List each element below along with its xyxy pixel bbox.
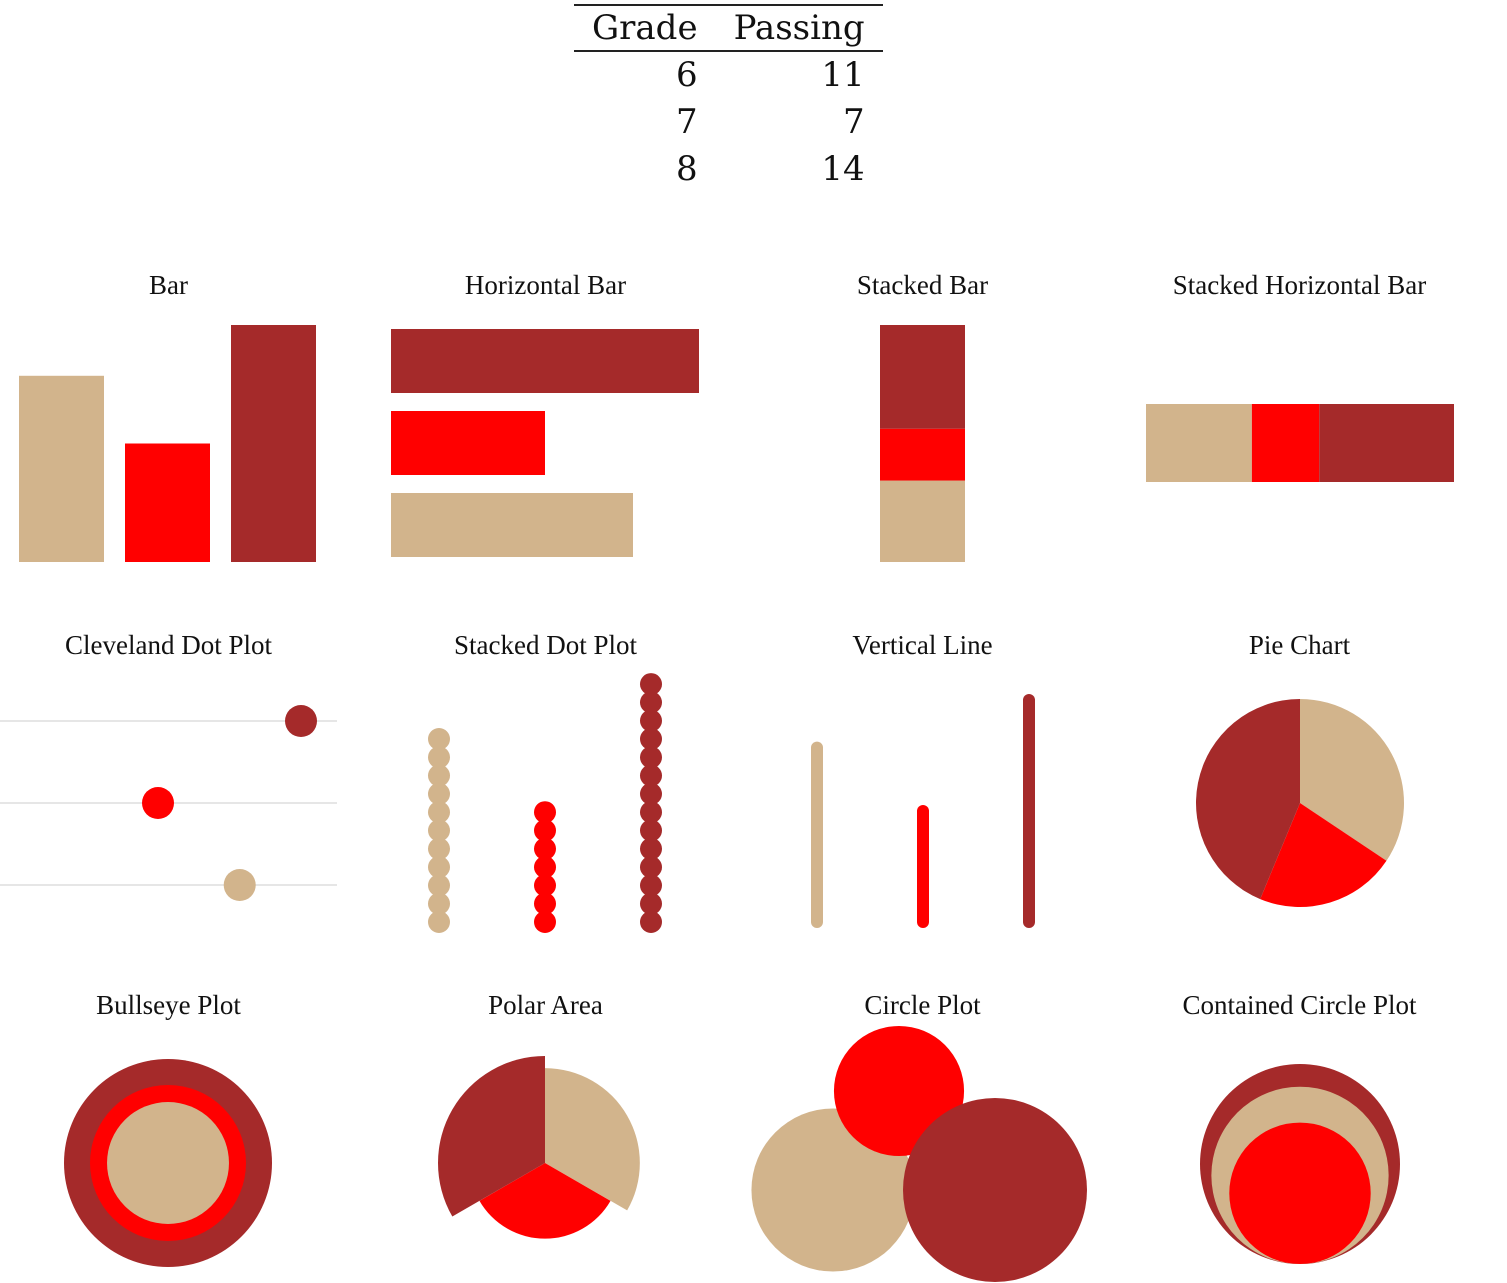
hbar-grade-6 bbox=[391, 493, 633, 557]
cleveland-dot-grade-8 bbox=[285, 705, 317, 737]
title-vertical-line: Vertical Line bbox=[852, 630, 993, 660]
stacked-dot-grade-6 bbox=[428, 728, 450, 750]
stacked-dot-grade-8 bbox=[640, 782, 662, 805]
table-cell-grade: 8 bbox=[675, 149, 698, 189]
stacked-hbar-segment-6 bbox=[1146, 404, 1252, 482]
stacked-dot-grade-6 bbox=[428, 874, 450, 897]
title-cleveland-dot-plot: Cleveland Dot Plot bbox=[65, 630, 272, 660]
stacked-dot-grade-6 bbox=[428, 819, 450, 842]
bar-grade-6 bbox=[19, 375, 104, 562]
stacked-dot-grade-8 bbox=[640, 691, 662, 714]
stacked-dot-grade-8 bbox=[640, 746, 662, 769]
contained-circle-grade-7 bbox=[1229, 1122, 1371, 1264]
title-pie-chart: Pie Chart bbox=[1248, 630, 1351, 660]
bar-grade-7 bbox=[125, 443, 210, 562]
pie-slice-grade-6 bbox=[1300, 699, 1404, 861]
cleveland-dot-grade-7 bbox=[142, 787, 174, 819]
stacked-dot-grade-7 bbox=[534, 856, 556, 879]
stacked-dot-grade-6 bbox=[428, 764, 450, 787]
table-cell-passing: 11 bbox=[821, 55, 865, 95]
stacked-dot-grade-8 bbox=[640, 764, 662, 787]
stacked-bar-segment-8 bbox=[880, 325, 965, 429]
title-polar-area: Polar Area bbox=[488, 990, 603, 1020]
title-circle-plot: Circle Plot bbox=[864, 990, 981, 1020]
stacked-dot-grade-6 bbox=[428, 911, 450, 933]
stacked-dot-grade-8 bbox=[640, 874, 662, 897]
stacked-dot-grade-8 bbox=[640, 673, 662, 696]
stacked-dot-grade-7 bbox=[534, 837, 556, 860]
stacked-dot-grade-8 bbox=[640, 911, 662, 933]
title-horizontal-bar: Horizontal Bar bbox=[464, 270, 627, 300]
table-cell-passing: 14 bbox=[821, 149, 865, 189]
stacked-dot-grade-6 bbox=[428, 892, 450, 915]
stacked-hbar-segment-7 bbox=[1251, 404, 1320, 482]
stacked-dot-grade-6 bbox=[428, 801, 450, 824]
title-bullseye-plot: Bullseye Plot bbox=[96, 990, 241, 1020]
stacked-dot-grade-6 bbox=[428, 837, 450, 860]
stacked-dot-grade-8 bbox=[640, 728, 662, 750]
stacked-dot-grade-7 bbox=[534, 801, 556, 824]
title-stacked-dot-plot: Stacked Dot Plot bbox=[454, 630, 637, 660]
table-cell-grade: 7 bbox=[675, 102, 698, 142]
stacked-dot-grade-8 bbox=[640, 709, 662, 732]
stacked-dot-grade-7 bbox=[534, 911, 556, 933]
table-cell-grade: 6 bbox=[675, 55, 698, 95]
stacked-hbar-segment-8 bbox=[1319, 404, 1454, 482]
hbar-grade-8 bbox=[391, 329, 699, 393]
table-row: 8 14 bbox=[574, 146, 883, 193]
table-header-passing: Passing bbox=[715, 4, 883, 52]
stacked-dot-grade-7 bbox=[534, 892, 556, 915]
stacked-dot-grade-7 bbox=[534, 874, 556, 897]
title-bar: Bar bbox=[149, 270, 188, 300]
title-contained-circle-plot: Contained Circle Plot bbox=[1182, 990, 1417, 1020]
title-stacked-bar: Stacked Bar bbox=[856, 270, 989, 300]
cleveland-dot-grade-6 bbox=[223, 869, 256, 901]
hbar-grade-7 bbox=[391, 411, 545, 475]
stacked-dot-grade-7 bbox=[534, 819, 556, 842]
pie-slice-grade-7 bbox=[1260, 803, 1387, 907]
stacked-bar-segment-6 bbox=[880, 480, 965, 562]
stacked-dot-grade-8 bbox=[640, 856, 662, 879]
circle-grade-8 bbox=[903, 1098, 1087, 1282]
table-cell-passing: 7 bbox=[843, 102, 865, 142]
data-table: Grade Passing 6 11 7 7 8 14 bbox=[574, 4, 883, 193]
polar-wedge-grade-8 bbox=[438, 1056, 545, 1217]
table-header-grade: Grade bbox=[574, 4, 716, 52]
stacked-bar-segment-7 bbox=[880, 428, 965, 481]
stacked-dot-grade-6 bbox=[428, 782, 450, 805]
stacked-dot-grade-8 bbox=[640, 801, 662, 824]
bar-grade-8 bbox=[231, 325, 316, 562]
table-row: 7 7 bbox=[574, 99, 883, 146]
stacked-dot-grade-6 bbox=[428, 856, 450, 879]
bullseye-ring-grade-6 bbox=[107, 1102, 229, 1224]
stacked-dot-grade-8 bbox=[640, 837, 662, 860]
pie-slice-grade-8 bbox=[1196, 699, 1300, 900]
table-row: 6 11 bbox=[574, 51, 883, 99]
stacked-dot-grade-8 bbox=[640, 892, 662, 915]
stacked-dot-grade-6 bbox=[428, 746, 450, 769]
title-stacked-horizontal-bar: Stacked Horizontal Bar bbox=[1172, 270, 1427, 300]
polar-wedge-grade-7 bbox=[479, 1163, 611, 1239]
stacked-dot-grade-8 bbox=[640, 819, 662, 842]
polar-wedge-grade-6 bbox=[545, 1068, 640, 1211]
